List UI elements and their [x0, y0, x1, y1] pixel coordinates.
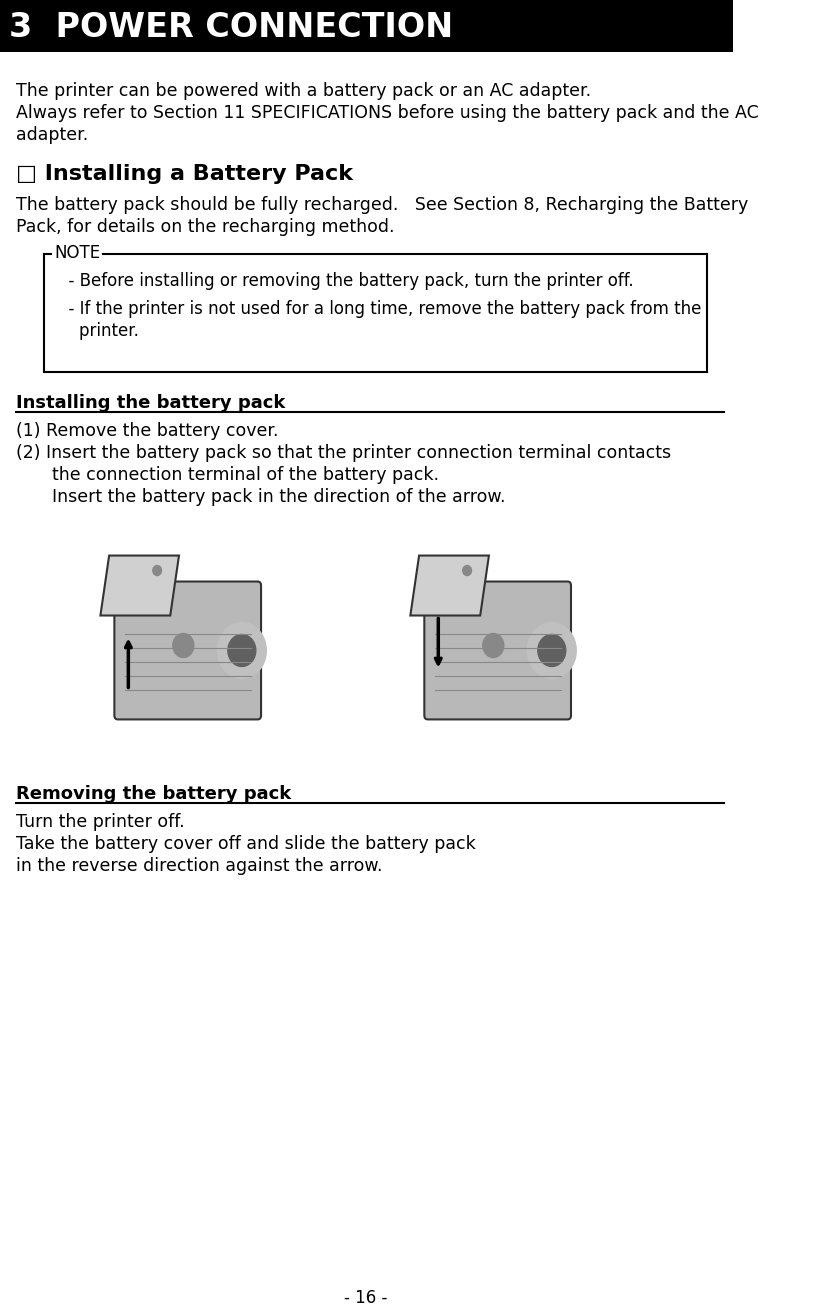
- Bar: [0, 0, 732, 52]
- Text: adapter.: adapter.: [16, 126, 88, 144]
- Text: Installing the battery pack: Installing the battery pack: [16, 394, 285, 412]
- Text: Removing the battery pack: Removing the battery pack: [16, 786, 291, 803]
- Circle shape: [482, 634, 503, 657]
- Bar: [0, 505, 732, 756]
- Circle shape: [528, 622, 576, 678]
- Text: - 16 -: - 16 -: [344, 1288, 388, 1307]
- Text: (2) Insert the battery pack so that the printer connection terminal contacts: (2) Insert the battery pack so that the …: [16, 443, 671, 462]
- Text: printer.: printer.: [58, 321, 138, 340]
- Text: Pack, for details on the recharging method.: Pack, for details on the recharging meth…: [16, 218, 394, 236]
- FancyBboxPatch shape: [114, 581, 261, 719]
- Text: - If the printer is not used for a long time, remove the battery pack from the: - If the printer is not used for a long …: [58, 299, 701, 318]
- Text: Turn the printer off.: Turn the printer off.: [16, 813, 185, 832]
- Circle shape: [217, 622, 266, 678]
- Text: Insert the battery pack in the direction of the arrow.: Insert the battery pack in the direction…: [52, 488, 506, 505]
- Text: - Before installing or removing the battery pack, turn the printer off.: - Before installing or removing the batt…: [58, 272, 633, 290]
- Text: (1) Remove the battery cover.: (1) Remove the battery cover.: [16, 421, 279, 440]
- Polygon shape: [410, 555, 489, 615]
- Circle shape: [153, 565, 162, 576]
- Circle shape: [173, 634, 194, 657]
- Text: The battery pack should be fully recharged.   See Section 8, Recharging the Batt: The battery pack should be fully recharg…: [16, 195, 748, 214]
- Text: 3  POWER CONNECTION: 3 POWER CONNECTION: [8, 10, 453, 45]
- Text: Always refer to Section 11 SPECIFICATIONS before using the battery pack and the : Always refer to Section 11 SPECIFICATION…: [16, 104, 758, 122]
- FancyBboxPatch shape: [425, 581, 571, 719]
- Text: the connection terminal of the battery pack.: the connection terminal of the battery p…: [52, 466, 440, 484]
- Circle shape: [463, 565, 472, 576]
- Polygon shape: [101, 555, 179, 615]
- Text: Take the battery cover off and slide the battery pack: Take the battery cover off and slide the…: [16, 836, 476, 853]
- Text: in the reverse direction against the arrow.: in the reverse direction against the arr…: [16, 857, 383, 875]
- Text: □ Installing a Battery Pack: □ Installing a Battery Pack: [16, 164, 352, 184]
- Circle shape: [228, 635, 256, 666]
- Circle shape: [538, 635, 565, 666]
- Text: The printer can be powered with a battery pack or an AC adapter.: The printer can be powered with a batter…: [16, 81, 591, 100]
- Text: NOTE: NOTE: [55, 244, 100, 262]
